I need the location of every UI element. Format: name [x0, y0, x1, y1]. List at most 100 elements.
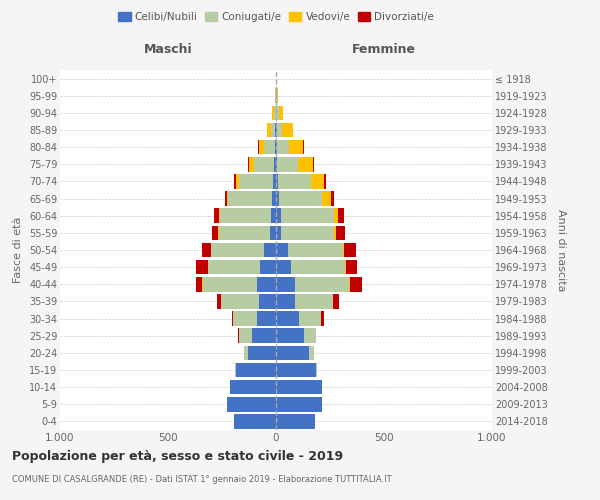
Bar [276, 294, 295, 308]
Bar [276, 260, 291, 274]
Bar [196, 277, 202, 291]
Text: Popolazione per età, sesso e stato civile - 2019: Popolazione per età, sesso e stato civil… [12, 450, 343, 463]
Legend: Celibi/Nubili, Coniugati/e, Vedovi/e, Divorziati/e: Celibi/Nubili, Coniugati/e, Vedovi/e, Di… [114, 8, 438, 26]
Bar [267, 122, 271, 138]
Text: Femmine: Femmine [352, 44, 416, 57]
Bar [218, 226, 219, 240]
Bar [299, 312, 322, 326]
Bar [232, 312, 233, 326]
Bar [334, 226, 336, 240]
Bar [244, 346, 248, 360]
Bar [274, 106, 275, 120]
Bar [259, 140, 264, 154]
Bar [272, 106, 274, 120]
Bar [230, 380, 276, 394]
Bar [236, 362, 276, 378]
Bar [277, 140, 289, 154]
Bar [276, 174, 278, 188]
Bar [295, 277, 349, 291]
Y-axis label: Anni di nascita: Anni di nascita [556, 209, 566, 291]
Bar [275, 140, 276, 154]
Bar [281, 226, 334, 240]
Bar [260, 260, 276, 274]
Bar [310, 346, 314, 360]
Bar [277, 106, 278, 120]
Bar [304, 328, 316, 343]
Bar [236, 174, 239, 188]
Bar [220, 208, 271, 223]
Bar [350, 277, 362, 291]
Bar [279, 192, 322, 206]
Bar [322, 312, 323, 326]
Bar [303, 140, 304, 154]
Bar [196, 260, 208, 274]
Bar [272, 192, 276, 206]
Bar [276, 140, 277, 154]
Text: COMUNE DI CASALGRANDE (RE) - Dati ISTAT 1° gennaio 2019 - Elaborazione TUTTITALI: COMUNE DI CASALGRANDE (RE) - Dati ISTAT … [12, 475, 392, 484]
Bar [343, 242, 344, 258]
Bar [212, 226, 218, 240]
Bar [273, 174, 276, 188]
Bar [276, 362, 316, 378]
Bar [333, 294, 338, 308]
Bar [276, 192, 279, 206]
Bar [239, 328, 252, 343]
Bar [311, 174, 323, 188]
Bar [276, 122, 277, 138]
Bar [227, 192, 229, 206]
Bar [276, 414, 315, 428]
Bar [221, 294, 259, 308]
Bar [313, 157, 314, 172]
Bar [276, 380, 322, 394]
Bar [344, 242, 356, 258]
Bar [346, 260, 358, 274]
Bar [277, 88, 278, 103]
Bar [295, 294, 333, 308]
Bar [234, 414, 276, 428]
Bar [291, 260, 345, 274]
Bar [217, 294, 221, 308]
Bar [271, 208, 276, 223]
Text: Maschi: Maschi [143, 44, 193, 57]
Bar [289, 140, 303, 154]
Bar [203, 277, 257, 291]
Bar [322, 192, 331, 206]
Bar [271, 122, 275, 138]
Bar [235, 362, 236, 378]
Bar [264, 140, 275, 154]
Bar [276, 157, 277, 172]
Bar [219, 208, 220, 223]
Bar [233, 312, 257, 326]
Bar [276, 312, 299, 326]
Bar [248, 157, 250, 172]
Bar [257, 140, 259, 154]
Bar [276, 226, 281, 240]
Bar [277, 157, 298, 172]
Bar [254, 157, 274, 172]
Bar [211, 242, 264, 258]
Bar [229, 192, 272, 206]
Bar [239, 174, 273, 188]
Bar [234, 174, 236, 188]
Bar [316, 362, 317, 378]
Bar [264, 242, 276, 258]
Bar [323, 174, 326, 188]
Bar [298, 157, 313, 172]
Bar [227, 397, 276, 411]
Bar [282, 122, 293, 138]
Bar [276, 277, 295, 291]
Bar [274, 157, 276, 172]
Bar [276, 208, 281, 223]
Bar [276, 397, 322, 411]
Bar [257, 277, 276, 291]
Bar [334, 208, 338, 223]
Bar [219, 226, 269, 240]
Bar [202, 242, 211, 258]
Bar [225, 192, 227, 206]
Bar [275, 122, 276, 138]
Bar [248, 346, 276, 360]
Bar [276, 242, 288, 258]
Bar [276, 328, 304, 343]
Bar [288, 242, 343, 258]
Bar [276, 346, 310, 360]
